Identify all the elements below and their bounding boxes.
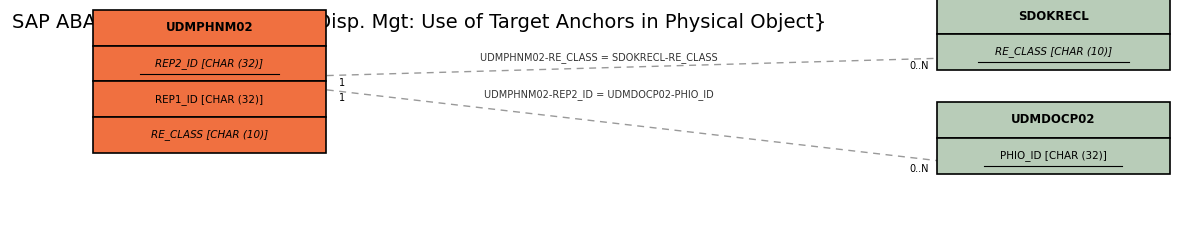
Bar	[936, 34, 1171, 70]
Text: RE_CLASS [CHAR (10)]: RE_CLASS [CHAR (10)]	[995, 46, 1112, 57]
Text: PHIO_ID [CHAR (32)]: PHIO_ID [CHAR (32)]	[999, 150, 1107, 161]
Bar	[936, 102, 1171, 138]
Bar	[92, 10, 326, 46]
Bar	[936, 0, 1171, 34]
Bar	[92, 46, 326, 81]
Text: SDOKRECL: SDOKRECL	[1017, 10, 1089, 23]
Text: 1: 1	[339, 78, 345, 88]
Text: 1: 1	[339, 93, 345, 103]
Bar	[92, 117, 326, 153]
Text: REP2_ID [CHAR (32)]: REP2_ID [CHAR (32)]	[156, 58, 263, 69]
Text: 0..N: 0..N	[910, 61, 929, 71]
Bar	[92, 81, 326, 117]
Text: SAP ABAP table UDMPHNM02 {Disp. Mgt: Use of Target Anchors in Physical Object}: SAP ABAP table UDMPHNM02 {Disp. Mgt: Use…	[12, 13, 826, 32]
Bar	[936, 138, 1171, 173]
Text: UDMDOCP02: UDMDOCP02	[1011, 114, 1095, 127]
Text: UDMPHNM02-RE_CLASS = SDOKRECL-RE_CLASS: UDMPHNM02-RE_CLASS = SDOKRECL-RE_CLASS	[480, 52, 717, 63]
Text: UDMPHNM02-REP2_ID = UDMDOCP02-PHIO_ID: UDMPHNM02-REP2_ID = UDMDOCP02-PHIO_ID	[484, 89, 713, 100]
Text: REP1_ID [CHAR (32)]: REP1_ID [CHAR (32)]	[156, 94, 263, 105]
Text: RE_CLASS [CHAR (10)]: RE_CLASS [CHAR (10)]	[151, 129, 268, 140]
Text: 0..N: 0..N	[910, 164, 929, 174]
Text: UDMPHNM02: UDMPHNM02	[165, 21, 254, 34]
